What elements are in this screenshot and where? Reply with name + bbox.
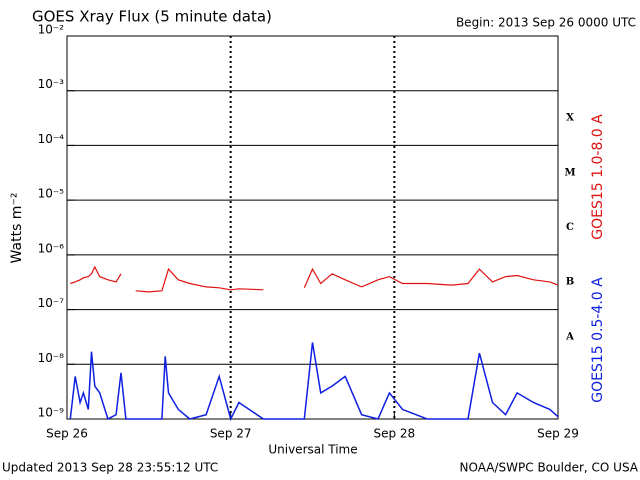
series-line bbox=[70, 265, 559, 293]
flare-class: X bbox=[566, 113, 574, 124]
y-tick-label: 10⁻² bbox=[38, 23, 65, 37]
y-tick-label: 10⁻³ bbox=[38, 77, 65, 91]
credit: NOAA/SWPC Boulder, CO USA bbox=[460, 461, 639, 475]
y-tick-label: 10⁻⁴ bbox=[38, 132, 65, 146]
x-axis-label: Universal Time bbox=[268, 443, 357, 457]
flare-class: A bbox=[565, 331, 574, 342]
flare-class: B bbox=[566, 277, 574, 288]
y-tick-label: 10⁻⁶ bbox=[38, 241, 65, 255]
x-tick-label: Sep 28 bbox=[373, 427, 415, 441]
updated-time: Updated 2013 Sep 28 23:55:12 UTC bbox=[2, 461, 218, 475]
x-tick-label: Sep 29 bbox=[537, 427, 579, 441]
y-tick-label: 10⁻⁸ bbox=[38, 351, 65, 365]
y-tick-label: 10⁻⁹ bbox=[38, 406, 65, 420]
begin-time: Begin: 2013 Sep 26 0000 UTC bbox=[456, 16, 636, 30]
y-axis-label: Watts m⁻² bbox=[9, 193, 25, 264]
chart-title: GOES Xray Flux (5 minute data) bbox=[32, 8, 272, 26]
legend-label: GOES15 0.5-4.0 A bbox=[590, 277, 606, 403]
flare-class: M bbox=[564, 167, 575, 178]
flare-class: C bbox=[566, 222, 574, 233]
legend-label: GOES15 1.0-8.0 A bbox=[590, 114, 606, 240]
series-line bbox=[69, 342, 559, 422]
x-tick-label: Sep 27 bbox=[210, 427, 252, 441]
y-tick-label: 10⁻⁷ bbox=[38, 296, 65, 310]
y-tick-label: 10⁻⁵ bbox=[38, 187, 65, 201]
x-tick-label: Sep 26 bbox=[46, 427, 88, 441]
plot-frame bbox=[66, 35, 559, 420]
